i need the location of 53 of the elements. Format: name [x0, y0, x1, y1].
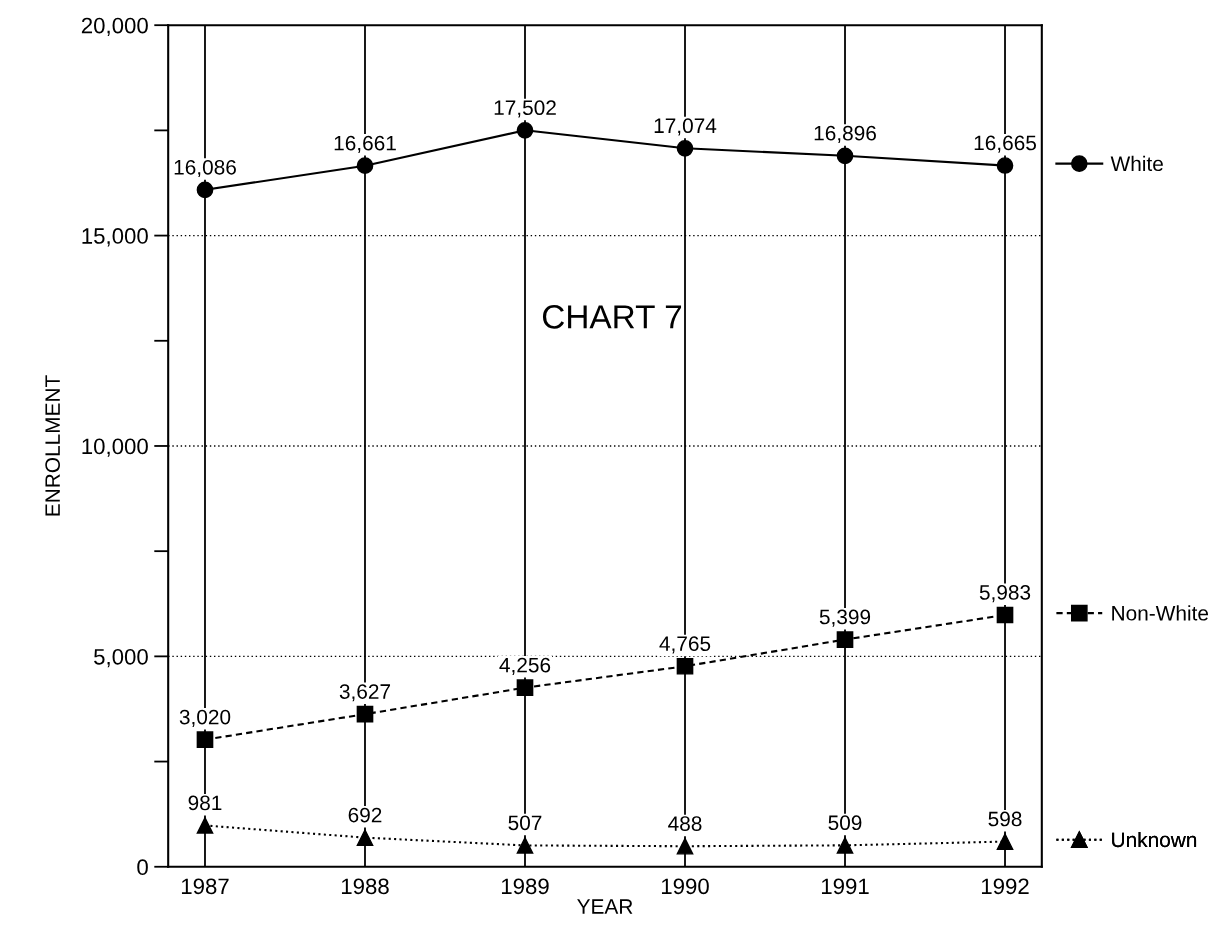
point	[676, 139, 694, 157]
point	[996, 833, 1014, 850]
point	[196, 731, 214, 749]
data-label: 692	[348, 807, 382, 823]
data-label: 16,665	[974, 135, 1036, 153]
data-label: 3,627	[339, 684, 391, 702]
point	[516, 679, 534, 697]
point	[516, 121, 534, 139]
data-label: 4,765	[659, 636, 711, 654]
point	[196, 181, 214, 199]
point	[836, 147, 854, 165]
data-label: 17,074	[654, 118, 717, 136]
data-label: 16,661	[334, 135, 396, 153]
x-tick-label: 1992	[981, 878, 1029, 895]
y-tick-label: 15,000	[82, 228, 148, 247]
point	[676, 837, 694, 855]
point	[356, 705, 374, 723]
point	[356, 157, 374, 175]
point	[196, 817, 214, 834]
point	[676, 657, 694, 675]
point	[996, 606, 1014, 624]
x-tick-label: 1989	[501, 878, 549, 895]
data-label: 488	[668, 816, 702, 831]
x-tick-label: 1987	[181, 878, 229, 895]
legend-label: White	[1110, 155, 1163, 172]
data-label: 5,399	[819, 609, 871, 627]
data-label: 598	[988, 811, 1022, 827]
point	[836, 631, 854, 648]
data-label: 3,020	[179, 709, 231, 727]
data-label: 981	[188, 795, 222, 811]
legend-label: Non-White	[1112, 605, 1209, 621]
x-tick-label: 1988	[341, 878, 389, 895]
point	[516, 837, 534, 854]
legend-label: Unknown	[1112, 831, 1197, 848]
y-tick-label: 10,000	[82, 438, 148, 457]
point	[836, 837, 854, 854]
data-label: 16,896	[814, 125, 876, 144]
data-label: 509	[828, 815, 862, 831]
y-tick-label: 20,000	[81, 17, 148, 37]
point	[356, 829, 374, 846]
data-label: 17,502	[494, 100, 556, 118]
text: CHART 7	[542, 305, 682, 329]
x-tick-label: 1990	[661, 878, 709, 895]
data-label: 5,983	[979, 585, 1031, 603]
data-label: 4,256	[499, 657, 551, 675]
data-label: 16,086	[174, 159, 236, 178]
data-label: 507	[508, 815, 542, 831]
x-axis-title: YEAR	[577, 899, 633, 914]
x-tick-label: 1991	[821, 878, 869, 895]
y-tick-label: 5,000	[94, 648, 148, 668]
point	[996, 157, 1014, 174]
y-tick-label: 0	[137, 859, 148, 876]
y-axis-title: ENROLLMENT	[45, 375, 60, 516]
